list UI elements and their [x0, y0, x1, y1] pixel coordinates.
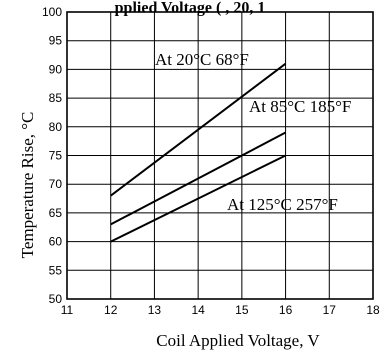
y-tick-label: 70	[49, 177, 63, 191]
x-axis-label: Coil Applied Voltage, V	[156, 331, 320, 350]
y-tick-label: 55	[49, 263, 63, 277]
x-tick-label: 13	[148, 303, 162, 317]
y-tick-label: 90	[49, 62, 63, 76]
series-annotation-2: At 85°C 185°F	[249, 97, 351, 116]
y-tick-label: 95	[49, 34, 63, 48]
y-tick-label: 60	[49, 235, 63, 249]
series-annotation-1: At 20°C 68°F	[155, 50, 249, 69]
series-line-3	[110, 154, 287, 243]
series-line-2	[110, 131, 287, 226]
x-tick-label: 11	[61, 303, 74, 317]
y-tick-label: 80	[49, 120, 63, 134]
x-tick-label: 14	[191, 303, 205, 317]
series-annotation-3: At 125°C 257°F	[227, 195, 338, 214]
series-annotations: At 20°C 68°F At 85°C 185°F At 125°C 257°F	[155, 50, 351, 214]
y-tick-label: 85	[49, 91, 63, 105]
x-tick-label: 17	[323, 303, 337, 317]
chart-title: pplied Voltage ( , 20, 1	[115, 0, 266, 16]
series-line-1	[110, 62, 287, 197]
series-lines	[110, 62, 287, 243]
y-axis-label: Temperature Rise, °C	[18, 112, 37, 259]
y-tick-label: 100	[42, 5, 62, 19]
y-tick-label: 75	[49, 149, 63, 163]
x-tick-label: 16	[279, 303, 293, 317]
x-tick-label: 15	[235, 303, 249, 317]
x-tick-label: 12	[104, 303, 118, 317]
tick-labels: 11 12 13 14 15 16 17 18 50 55 60 65 70 75 80 85 90 95 100	[42, 5, 380, 317]
grid	[66, 11, 374, 300]
plot-frame	[66, 11, 374, 300]
y-tick-label: 50	[49, 292, 63, 306]
x-tick-label: 18	[366, 303, 380, 317]
y-tick-label: 65	[49, 206, 63, 220]
